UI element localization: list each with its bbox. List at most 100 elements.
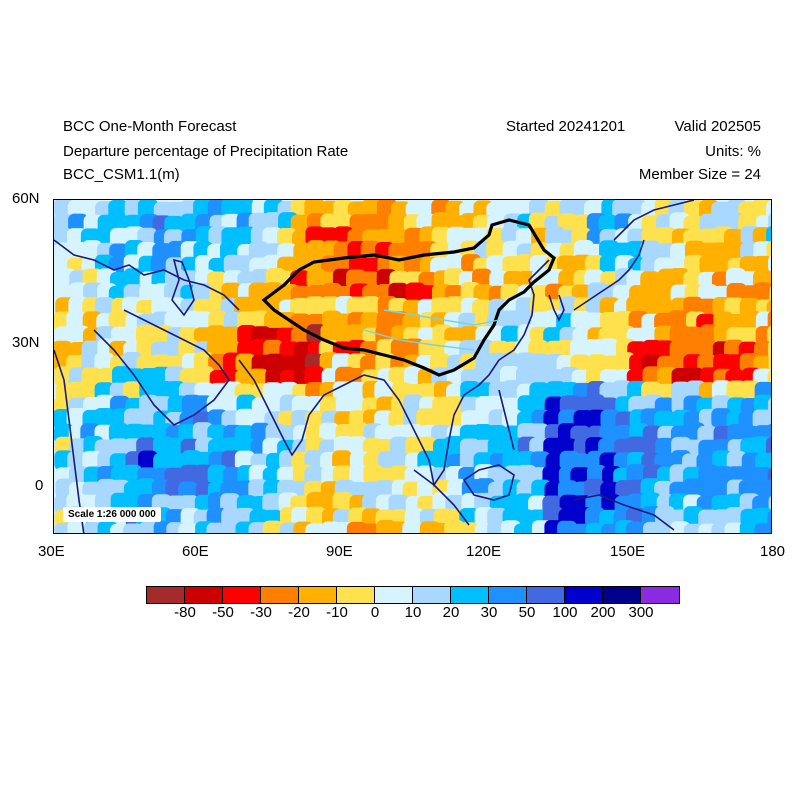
colorbar-tick-label: 100 [552, 604, 578, 621]
field-cell [94, 408, 115, 429]
model-name: BCC_CSM1.1(m) [63, 166, 180, 183]
field-cell [515, 366, 536, 387]
field-cell [206, 522, 227, 533]
colorbar-tick-label: 200 [590, 604, 616, 621]
field-cell [108, 310, 129, 331]
field-cell [598, 338, 619, 359]
lat-tick-30n: 30N [12, 334, 40, 351]
field-cell [403, 255, 424, 276]
field-cell [389, 436, 410, 457]
field-cell [766, 436, 771, 457]
field-cell [654, 340, 675, 361]
field-cell [137, 200, 158, 219]
field-cell [724, 522, 745, 533]
colorbar-swatch [147, 587, 185, 603]
field-cell [332, 492, 353, 513]
field-cell [192, 283, 213, 304]
field-cell [81, 367, 102, 388]
field-cell [585, 522, 606, 533]
field-cell [108, 423, 129, 444]
colorbar-tick-label: -30 [250, 604, 272, 621]
field-cell [766, 240, 771, 261]
colorbar-swatch [185, 587, 223, 603]
field-cell [138, 522, 159, 533]
field-cell [388, 212, 409, 233]
colorbar-tick-label: 30 [480, 604, 498, 621]
colorbar-tick-label: -50 [212, 604, 234, 621]
field-cell [277, 227, 298, 248]
lon-tick-150e: 150E [610, 543, 646, 560]
field-cell [683, 200, 704, 220]
field-cell [305, 523, 326, 533]
field-cell [769, 285, 771, 302]
colorbar-tick-label: 50 [518, 604, 536, 621]
coastlines [54, 200, 695, 533]
scale-label: Scale 1:26 000 000 [63, 507, 161, 522]
field-cell [698, 464, 719, 485]
field-cell [530, 451, 551, 472]
field-cell [82, 450, 103, 471]
field-cell [94, 297, 115, 318]
field-cell [304, 366, 325, 387]
colorbar-swatch [603, 587, 641, 603]
river-lines [363, 309, 500, 351]
field-cell [67, 382, 88, 403]
field-cell [684, 254, 705, 275]
field-cell [193, 311, 214, 332]
lon-tick-30e: 30E [38, 543, 65, 560]
field-cell [388, 366, 409, 387]
coastline-arabia [93, 309, 230, 426]
colorbar-swatch [489, 587, 527, 603]
colorbar-swatch [223, 587, 261, 603]
lon-tick-120e: 120E [466, 543, 502, 560]
coastline-europe [54, 239, 240, 311]
field-cell [262, 520, 283, 533]
field-cell [416, 408, 437, 429]
chart-title: BCC One-Month Forecast [63, 118, 237, 135]
coastline-borneo [462, 464, 515, 501]
china-border [261, 218, 556, 377]
field-cell [178, 522, 199, 533]
coastline-india [238, 359, 365, 457]
field-cell [487, 437, 508, 458]
coastline-okhotsk [613, 200, 695, 241]
field-cell [755, 326, 771, 347]
field-cell [123, 523, 144, 533]
colorbar-tick-label: -20 [288, 604, 310, 621]
field-cell [626, 521, 647, 533]
field-cell [767, 310, 771, 330]
field-cell [654, 410, 675, 431]
field-cell [584, 478, 605, 499]
field-cell [94, 352, 115, 373]
field-cell [711, 408, 732, 429]
field-cell [305, 506, 326, 527]
field-cell [446, 478, 467, 499]
units-label: Units: % [705, 143, 761, 160]
field-cell [655, 506, 676, 527]
colorbar-swatch [375, 587, 413, 603]
colorbar-tick-label: -10 [326, 604, 348, 621]
field-cell [445, 296, 466, 317]
field-cell [458, 522, 479, 533]
field-cell [486, 255, 507, 276]
field-cell [768, 255, 771, 274]
field-cell [262, 493, 283, 514]
coastline-caspian [171, 258, 195, 317]
member-size: Member Size = 24 [638, 166, 761, 183]
field-cell [710, 255, 731, 276]
coastline-sumatra [413, 469, 470, 526]
field-cell [164, 452, 185, 473]
map-panel[interactable] [53, 199, 772, 534]
precipitation-map [54, 200, 771, 533]
field-cell [248, 241, 269, 262]
field-cell [123, 268, 144, 289]
field-cell [346, 324, 367, 345]
lat-tick-60n: 60N [12, 190, 40, 207]
field-cell [656, 226, 677, 247]
field-cell [360, 296, 381, 317]
field-cell [248, 479, 269, 500]
field-cell [654, 283, 675, 304]
colorbar-tick-label: -80 [174, 604, 196, 621]
field-cell [207, 464, 228, 485]
colorbar-swatch [565, 587, 603, 603]
